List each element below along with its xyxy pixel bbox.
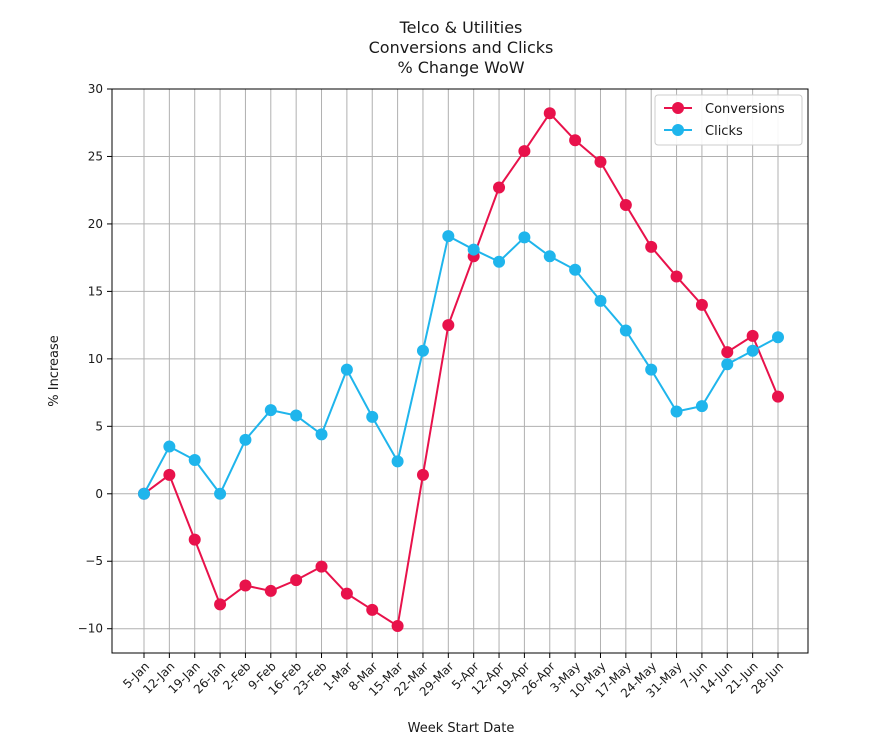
data-point-conversions bbox=[239, 579, 252, 592]
data-point-conversions bbox=[290, 574, 303, 587]
data-point-conversions bbox=[340, 587, 353, 600]
data-point-conversions bbox=[264, 584, 277, 597]
chart-title-line: Conversions and Clicks bbox=[369, 38, 554, 57]
data-point-clicks bbox=[746, 344, 759, 357]
series-conversions bbox=[138, 107, 784, 633]
data-point-clicks bbox=[619, 324, 632, 337]
legend-label: Clicks bbox=[705, 124, 743, 139]
data-point-conversions bbox=[315, 560, 328, 573]
data-point-conversions bbox=[163, 468, 176, 481]
y-tick-label: 15 bbox=[88, 284, 103, 298]
data-point-clicks bbox=[442, 230, 455, 243]
data-point-clicks bbox=[416, 344, 429, 357]
plot-area bbox=[111, 88, 809, 654]
data-point-clicks bbox=[594, 294, 607, 307]
data-point-clicks bbox=[315, 428, 328, 441]
y-tick-label: 20 bbox=[88, 217, 103, 231]
data-point-clicks bbox=[290, 409, 303, 422]
data-point-clicks bbox=[264, 404, 277, 417]
data-point-conversions bbox=[366, 603, 379, 616]
data-point-conversions bbox=[391, 620, 404, 633]
legend-marker bbox=[672, 124, 684, 136]
data-point-clicks bbox=[518, 231, 531, 244]
data-point-clicks bbox=[391, 455, 404, 468]
data-point-clicks bbox=[493, 255, 506, 268]
x-axis: 5-Jan12-Jan19-Jan26-Jan2-Feb9-Feb16-Feb2… bbox=[120, 653, 786, 701]
data-point-conversions bbox=[721, 346, 734, 359]
legend-marker bbox=[672, 102, 684, 114]
data-point-clicks bbox=[569, 263, 582, 276]
y-axis: −10 −5 0 5 10 15 20 25 30 bbox=[78, 82, 112, 636]
data-point-clicks bbox=[340, 363, 353, 376]
data-point-conversions bbox=[493, 181, 506, 194]
data-point-conversions bbox=[670, 270, 683, 283]
data-point-clicks bbox=[645, 363, 658, 376]
series bbox=[138, 107, 784, 633]
data-point-clicks bbox=[721, 358, 734, 371]
x-tick-label: 2-Feb bbox=[220, 659, 253, 692]
data-point-clicks bbox=[695, 400, 708, 413]
chart-title-line: Telco & Utilities bbox=[399, 18, 523, 37]
y-tick-label: 25 bbox=[88, 149, 103, 163]
y-tick-label: 5 bbox=[95, 419, 103, 433]
data-point-clicks bbox=[163, 440, 176, 453]
legend-item-clicks: Clicks bbox=[664, 124, 743, 139]
data-point-conversions bbox=[645, 240, 658, 253]
data-point-clicks bbox=[772, 331, 784, 344]
y-tick-label: 10 bbox=[88, 352, 103, 366]
y-tick-label: 30 bbox=[88, 82, 103, 96]
data-point-clicks bbox=[670, 405, 683, 418]
y-tick-label: 0 bbox=[95, 487, 103, 501]
series-line-clicks bbox=[143, 234, 779, 496]
data-point-conversions bbox=[416, 468, 429, 481]
x-axis-label: Week Start Date bbox=[408, 721, 515, 736]
data-point-conversions bbox=[695, 298, 708, 311]
y-tick-label: −5 bbox=[85, 554, 103, 568]
data-point-clicks bbox=[188, 454, 201, 467]
data-point-conversions bbox=[619, 199, 632, 212]
y-axis-label: % Increase bbox=[47, 335, 62, 407]
legend-item-conversions: Conversions bbox=[664, 102, 785, 117]
chart-title-line: % Change WoW bbox=[397, 58, 524, 77]
data-point-conversions bbox=[746, 329, 759, 342]
legend-label: Conversions bbox=[705, 102, 785, 117]
y-tick-label: −10 bbox=[78, 622, 103, 636]
series-line-conversions bbox=[143, 111, 779, 628]
data-point-conversions bbox=[772, 390, 784, 403]
data-point-clicks bbox=[214, 487, 227, 500]
legend: Conversions Clicks bbox=[654, 94, 803, 146]
grid bbox=[112, 88, 808, 653]
series-clicks bbox=[138, 230, 784, 500]
data-point-conversions bbox=[518, 145, 531, 158]
data-point-clicks bbox=[239, 433, 252, 446]
data-point-clicks bbox=[366, 410, 379, 423]
data-point-conversions bbox=[569, 134, 582, 147]
data-point-clicks bbox=[467, 243, 480, 256]
data-point-conversions bbox=[442, 319, 455, 332]
data-point-conversions bbox=[594, 155, 607, 168]
data-point-conversions bbox=[188, 533, 201, 546]
data-point-conversions bbox=[214, 598, 227, 611]
data-point-clicks bbox=[543, 250, 556, 263]
data-point-clicks bbox=[138, 487, 150, 500]
data-point-conversions bbox=[543, 107, 556, 120]
